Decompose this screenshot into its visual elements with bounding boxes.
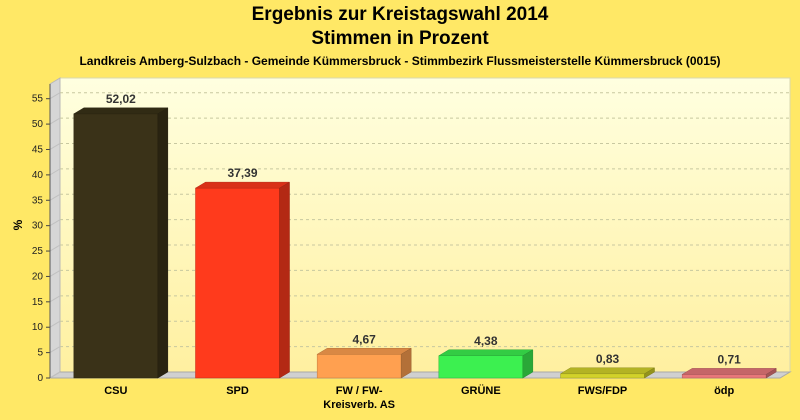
y-axis-label: %	[11, 219, 25, 230]
x-tick-label: CSU	[104, 385, 127, 397]
chart-title: Ergebnis zur Kreistagswahl 2014	[251, 4, 549, 25]
bar	[438, 355, 524, 379]
y-tick-label: 0	[37, 373, 43, 384]
bar-top	[559, 367, 656, 375]
bar-top	[681, 368, 778, 375]
bar-top	[72, 107, 169, 115]
y-tick-label: 40	[32, 170, 44, 181]
chart-subtitle: Landkreis Amberg-Sulzbach - Gemeinde Küm…	[79, 54, 721, 68]
y-tick-label: 20	[32, 271, 44, 282]
side-gridline	[49, 320, 61, 328]
data-label: 4,67	[352, 332, 376, 346]
x-tick-label: Kreisverb. AS	[323, 399, 395, 411]
side-gridline	[49, 346, 61, 354]
chart-title-line2: Stimmen in Prozent	[311, 28, 489, 49]
data-label: 0,83	[596, 352, 620, 366]
side-gridline	[49, 295, 61, 303]
x-tick-label: GRÜNE	[461, 384, 501, 397]
y-tick-label: 5	[37, 348, 43, 359]
side-gridline	[49, 244, 61, 252]
y-tick-label: 15	[32, 297, 44, 308]
side-gridline	[49, 270, 61, 277]
bar-side	[644, 367, 655, 379]
side-gridline	[49, 371, 61, 379]
y-tick-label: 25	[32, 246, 44, 257]
bar	[73, 113, 159, 379]
bar	[681, 374, 767, 379]
x-tick-label: FWS/FDP	[578, 385, 628, 397]
bar	[316, 354, 402, 379]
bar	[195, 187, 280, 379]
side-gridline	[49, 168, 61, 176]
data-label: 52,02	[106, 92, 136, 106]
side-gridline	[49, 143, 61, 150]
x-tick-label: ödp	[714, 385, 734, 397]
data-label: 4,38	[474, 334, 498, 348]
bar-top	[316, 348, 413, 355]
bar-side	[157, 107, 169, 379]
bar-side	[279, 181, 290, 379]
bar	[560, 373, 645, 379]
side-gridline	[49, 92, 61, 100]
y-tick-label: 55	[32, 94, 44, 105]
y-tick-label: 35	[32, 195, 44, 206]
side-gridline	[49, 117, 61, 125]
y-tick-label: 10	[32, 322, 44, 333]
y-tick-label: 50	[32, 119, 44, 130]
bar-side	[765, 367, 777, 379]
side-gridline	[49, 219, 61, 227]
data-label: 0,71	[717, 352, 741, 366]
plot-background	[59, 77, 791, 373]
bar-side	[522, 349, 534, 379]
bar-top	[194, 181, 291, 189]
x-tick-label: SPD	[226, 385, 249, 397]
y-tick-label: 45	[32, 144, 44, 155]
x-tick-label: FW / FW-	[336, 385, 383, 397]
side-gridline	[49, 193, 61, 201]
data-label: 37,39	[227, 166, 257, 180]
bar-side	[400, 347, 412, 379]
bar-top	[437, 349, 534, 357]
y-tick-label: 30	[32, 221, 44, 232]
